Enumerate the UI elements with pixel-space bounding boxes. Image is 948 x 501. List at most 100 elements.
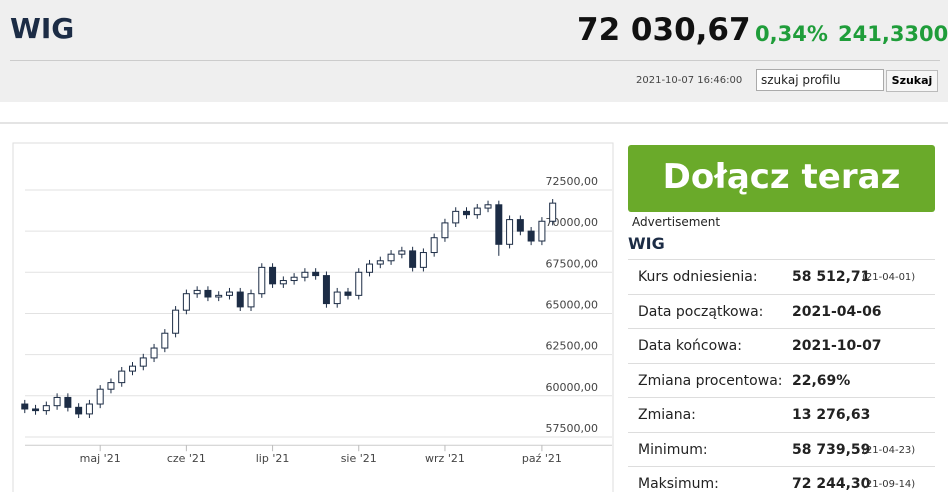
x-tick-label: paź '21	[522, 452, 562, 465]
candle-body	[301, 271, 309, 278]
candle-body	[150, 347, 158, 359]
candle-body	[344, 291, 352, 296]
chart: 57500,00 60000,00 62500,00 65000,00 67500,00…	[12, 142, 614, 492]
row-value: 13 276,63	[792, 407, 871, 423]
candle-body	[215, 294, 223, 298]
change-pct: 0,34%	[755, 22, 828, 46]
candle-body	[506, 219, 514, 245]
candle-body	[376, 260, 384, 265]
chart-frame	[12, 142, 614, 492]
candle-body	[258, 266, 266, 295]
divider	[10, 60, 940, 61]
info-row: Kurs odniesienia: 58 512,71 (21-04-01)	[628, 259, 935, 294]
candle-body	[53, 396, 61, 407]
row-date: (21-04-23)	[862, 444, 916, 456]
candle-body	[42, 405, 50, 412]
candle-body	[333, 291, 341, 305]
candle-body	[139, 357, 147, 367]
ad-label: Advertisement	[632, 215, 721, 229]
index-name: WIG	[10, 12, 75, 45]
candle-body	[516, 219, 524, 232]
candle-body	[75, 406, 83, 415]
header: WIG 72 030,67 0,34% 241,3300 2021-10-07 …	[0, 0, 948, 102]
info-row: Minimum: 58 739,59 (21-04-23)	[628, 431, 935, 467]
candle-body	[419, 252, 427, 268]
search-button[interactable]: Szukaj	[886, 70, 938, 92]
candle-body	[236, 291, 244, 308]
candle-body	[21, 403, 29, 410]
candle-body	[495, 204, 503, 245]
row-label: Data końcowa:	[638, 338, 742, 354]
candle-body	[355, 271, 363, 296]
row-value: 2021-04-06	[792, 303, 882, 320]
row-value: 22,69%	[792, 372, 851, 389]
candle-body	[161, 332, 169, 349]
row-label: Kurs odniesienia:	[638, 269, 758, 285]
candle-body	[204, 289, 212, 298]
row-date: (21-04-01)	[862, 272, 916, 283]
candle-body	[290, 276, 298, 282]
candle-body	[172, 309, 180, 334]
y-tick-label: 65000,00	[546, 298, 599, 311]
y-tick-label: 70000,00	[546, 216, 599, 229]
candle-body	[409, 250, 417, 268]
row-label: Zmiana procentowa:	[638, 372, 783, 389]
y-tick-label: 62500,00	[546, 340, 599, 353]
candle-body	[398, 250, 406, 255]
row-label: Maksimum:	[638, 476, 719, 492]
candle-body	[225, 291, 233, 296]
info-row: Data końcowa: 2021-10-07	[628, 328, 935, 363]
sidebar-title: WIG	[628, 234, 665, 253]
change: 241,3300	[838, 22, 948, 46]
candle-body	[430, 237, 438, 254]
info-row: Data początkowa: 2021-04-06	[628, 293, 935, 329]
candle-body	[118, 370, 126, 384]
row-value: 58 512,71	[792, 269, 871, 285]
y-tick-label: 60000,00	[546, 381, 599, 394]
row-value: 2021-10-07	[792, 338, 882, 354]
candle-body	[538, 220, 546, 242]
info-row: Zmiana: 13 276,63	[628, 397, 935, 432]
candle-body	[32, 408, 40, 412]
candle-body	[85, 403, 93, 415]
candle-body	[129, 365, 137, 372]
candle-body	[549, 202, 557, 222]
candle-body	[322, 275, 330, 305]
candle-body	[387, 253, 395, 262]
x-tick-label: wrz '21	[425, 452, 465, 465]
row-label: Zmiana:	[638, 407, 696, 423]
candle-body	[247, 293, 255, 308]
search-input[interactable]: szukaj profilu	[756, 69, 884, 91]
candle-body	[193, 289, 201, 295]
x-tick-label: lip '21	[256, 452, 290, 465]
y-tick-label: 57500,00	[546, 422, 599, 435]
candle-body	[452, 210, 460, 224]
y-tick-label: 72500,00	[546, 175, 599, 188]
row-label: Data początkowa:	[638, 303, 764, 320]
row-value: 72 244,30	[792, 476, 871, 492]
x-tick-label: sie '21	[341, 452, 377, 465]
info-row: Maksimum: 72 244,30 (21-09-14)	[628, 466, 935, 501]
y-tick-label: 67500,00	[546, 257, 599, 270]
candle-body	[279, 280, 287, 285]
join-button[interactable]: Dołącz teraz	[628, 145, 935, 212]
candle-body	[527, 230, 535, 242]
row-date: (21-09-14)	[862, 479, 916, 490]
candle-body	[269, 266, 277, 285]
candle-body	[462, 210, 470, 216]
row-label: Minimum:	[638, 441, 708, 458]
row-value: 58 739,59	[792, 441, 871, 458]
candle-body	[484, 204, 492, 209]
candle-body	[441, 222, 449, 239]
candle-body	[473, 207, 481, 216]
price: 72 030,67	[577, 12, 751, 48]
x-tick-label: maj '21	[80, 452, 121, 465]
candle-body	[107, 382, 115, 390]
candle-body	[64, 396, 72, 408]
candle-body	[366, 263, 374, 273]
candle-body	[96, 388, 104, 405]
body-border	[0, 122, 948, 124]
candle-body	[182, 293, 190, 311]
x-tick-label: cze '21	[167, 452, 206, 465]
